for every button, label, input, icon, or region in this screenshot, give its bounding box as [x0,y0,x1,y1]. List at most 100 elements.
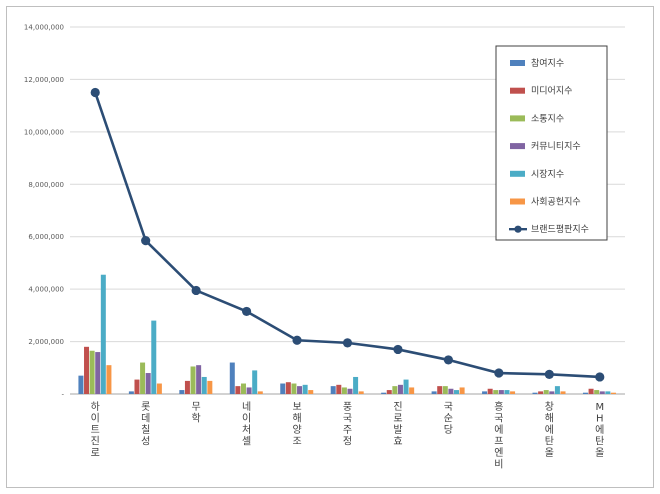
x-tick-label: 진 [91,436,100,448]
legend-swatch [510,143,525,150]
x-tick-label: 당 [444,424,453,436]
legend-swatch [510,115,525,122]
bar [330,386,336,394]
bar [156,383,162,394]
x-tick-label: 로 [393,414,402,425]
x-tick-label: 로 [91,448,100,459]
bar [392,386,398,394]
bar [179,390,185,394]
x-tick-label: H [596,414,604,425]
x-tick-label: 순 [444,413,453,425]
x-tick-label: 정 [343,436,352,448]
x-tick-label: 롯 [141,401,150,413]
bar [341,387,347,394]
bar [437,386,443,394]
legend-swatch [510,198,525,205]
line-point [241,306,252,317]
bar [235,386,241,394]
bar [100,274,106,394]
bar [510,391,516,394]
bar [207,380,213,394]
bar [538,391,544,394]
y-axis: - 2,000,000 4,000,000 6,000,000 8,000,000 10,… [24,24,65,399]
bar [381,392,387,394]
x-tick-label: 성 [141,436,150,448]
bar [184,380,190,394]
line-point [292,335,302,345]
bar [560,391,566,394]
bar [554,386,560,394]
bar [610,392,616,394]
legend-line-marker [514,225,522,233]
bar [196,365,202,394]
bar [409,387,415,394]
x-tick-label: 데 [141,413,150,425]
bar [89,350,95,394]
line-series [90,87,605,382]
y-tick-label: 8,000,000 [28,181,64,189]
bar [605,391,611,394]
legend-swatch [510,87,525,94]
x-tick-label: 에 [494,424,503,436]
x-tick-label: 탄 [545,436,554,448]
x-tick-label: 올 [595,447,604,459]
bar [347,388,353,394]
line-point [494,368,504,378]
legend-swatch [510,170,525,177]
bar [145,373,151,394]
y-tick-label: 12,000,000 [24,76,64,84]
x-tick-label: 이 [242,413,251,425]
bar [302,384,308,394]
x-tick-label: 올 [545,447,554,459]
x-tick-label: 처 [242,424,251,436]
x-tick-label: 국 [343,413,352,425]
x-tick-label: 흥 [494,400,503,413]
bar [280,383,286,394]
x-tick-label: 이 [91,413,100,425]
x-tick-label: 셀 [242,436,251,448]
y-tick-label: 14,000,000 [24,24,64,32]
x-tick-label: 국 [494,413,503,425]
line-point [141,236,151,246]
x-tick-label: 해 [545,412,554,425]
legend-label: 사회공헌지수 [531,197,581,208]
legend-label: 시장지수 [531,169,564,180]
bar [582,392,588,394]
x-tick-label: 트 [91,425,100,436]
x-tick-label: 풍 [343,401,352,413]
bar [308,390,314,394]
bar [151,320,157,394]
bar [498,390,504,394]
legend-label: 참여지수 [531,57,564,69]
x-tick-label: 국 [444,401,453,413]
x-tick-label: 해 [292,412,301,425]
x-tick-label: 진 [393,401,402,413]
bar [201,376,207,394]
x-tick-label: 효 [393,436,402,448]
bar [257,391,263,394]
x-tick-label: 비 [494,459,503,471]
bar [285,382,291,394]
bar [190,366,196,394]
bar [353,376,359,394]
y-tick-label: 2,000,000 [28,338,64,346]
bar [504,390,510,394]
x-tick-label: 창 [545,401,554,413]
bar [84,346,90,394]
legend-box [495,45,608,241]
bar [140,362,146,394]
line-point [342,338,353,348]
x-tick-label: 무 [192,402,201,413]
legend-label: 소통지수 [531,113,564,124]
bar [134,379,140,394]
x-tick-label: 네 [242,401,251,413]
bar [252,370,258,394]
bar [403,379,409,394]
x-tick-label: 엔 [494,447,503,459]
x-tick-label: 주 [343,425,352,436]
x-tick-label: 에 [595,424,604,436]
bar [336,384,342,394]
bar [386,390,392,394]
bar [397,384,403,394]
